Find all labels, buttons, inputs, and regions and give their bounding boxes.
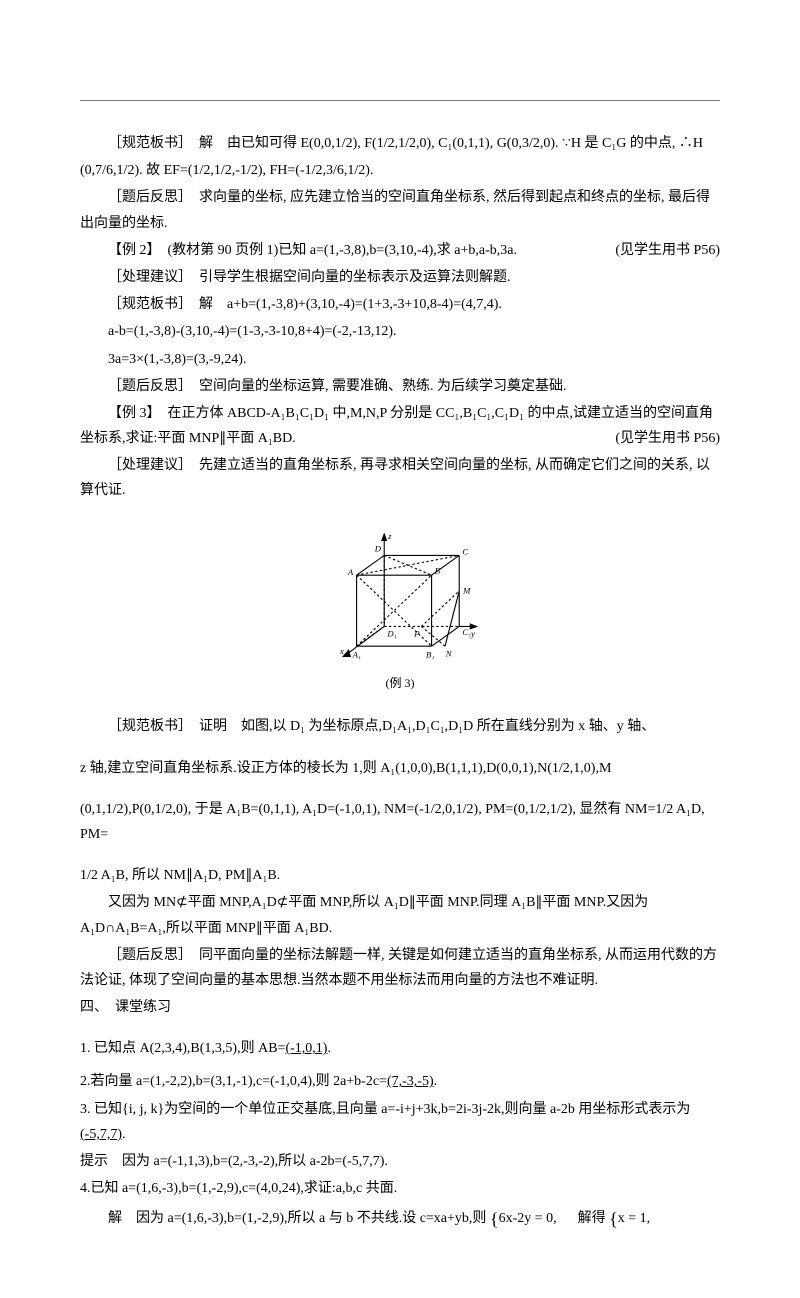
lbl-P: P — [413, 628, 420, 638]
para-2: (0,7/6,1/2). 故 EF=(1/2,1/2,-1/2), FH=(-1… — [80, 158, 720, 183]
q3: 3. 已知{i, j, k}为空间的一个单位正交基底,且向量 a=-i+j+3k… — [80, 1097, 720, 1147]
q2-ans: (7,-3,-5) — [387, 1074, 434, 1089]
para-10: 【例 3】 在正方体 ABCD-A₁B₁C₁D₁ 中,M,N,P 分别是 CC₁… — [80, 401, 720, 451]
para-10-ref: (见学生用书 P56) — [587, 426, 720, 451]
cube-figure: A B C D A₁ B₁ C₁ D₁ M N P x y z — [320, 512, 480, 662]
lbl-D: D — [374, 543, 382, 553]
lbl-D1: D₁ — [386, 628, 396, 638]
para-16: 又因为 MN⊄平面 MNP,A₁D⊄平面 MNP,所以 A₁D∥平面 MNP.同… — [80, 890, 720, 940]
q5: 4.已知 a=(1,6,-3),b=(1,-2,9),c=(4,0,24),求证… — [80, 1176, 720, 1201]
para-4: 【例 2】 (教材第 90 页例 1)已知 a=(1,-3,8),b=(3,10… — [80, 238, 720, 263]
page: ［规范板书］ 解 由已知可得 E(0,0,1/2), F(1/2,1/2,0),… — [0, 0, 800, 1298]
para-5: ［处理建议］ 引导学生根据空间向量的坐标表示及运算法则解题. — [80, 265, 720, 290]
q1-end: . — [327, 1041, 331, 1056]
figure-wrap: A B C D A₁ B₁ C₁ D₁ M N P x y z (例 3) — [80, 512, 720, 695]
para-17: ［题后反思］ 同平面向量的坐标法解题一样, 关键是如何建立适当的直角坐标系, 从… — [80, 943, 720, 993]
para-8: 3a=3×(1,-3,8)=(3,-9,24). — [80, 347, 720, 372]
q1: 1. 已知点 A(2,3,4),B(1,3,5),则 AB=(-1,0,1). — [80, 1036, 720, 1061]
para-4-main: 【例 2】 (教材第 90 页例 1)已知 a=(1,-3,8),b=(3,10… — [108, 243, 517, 258]
lbl-B: B — [435, 565, 441, 575]
para-13: z 轴,建立空间直角坐标系.设正方体的棱长为 1,则 A₁(1,0,0),B(1… — [80, 756, 720, 781]
para-1: ［规范板书］ 解 由已知可得 E(0,0,1/2), F(1/2,1/2,0),… — [80, 131, 720, 156]
para-15: 1/2 A₁B, 所以 NM∥A₁D, PM∥A₁B. — [80, 863, 720, 888]
q2: 2.若向量 a=(1,-2,2),b=(3,1,-1),c=(-1,0,4),则… — [80, 1069, 720, 1094]
lbl-A: A — [347, 567, 354, 577]
para-18: 四、 课堂练习 — [80, 995, 720, 1020]
para-4-ref: (见学生用书 P56) — [587, 238, 720, 263]
q6: 解 因为 a=(1,6,-3),b=(1,-2,9),所以 a 与 b 不共线.… — [80, 1203, 720, 1235]
header-rule — [80, 100, 720, 101]
lbl-z: z — [387, 530, 392, 540]
lbl-y: y — [470, 628, 475, 638]
q6-a: 解 因为 a=(1,6,-3),b=(1,-2,9),所以 a 与 b 不共线.… — [108, 1211, 486, 1226]
para-11: ［处理建议］ 先建立适当的直角坐标系, 再寻求相关空间向量的坐标, 从而确定它们… — [80, 453, 720, 503]
q6-d: x = 1, — [618, 1211, 650, 1226]
q6-b: 6x-2y = 0, — [499, 1211, 557, 1226]
lbl-B1: B₁ — [426, 649, 434, 659]
q3-text: 3. 已知{i, j, k}为空间的一个单位正交基底,且向量 a=-i+j+3k… — [80, 1102, 690, 1117]
q4: 提示 因为 a=(-1,1,3),b=(2,-3,-2),所以 a-2b=(-5… — [80, 1149, 720, 1174]
lbl-A1: A₁ — [352, 649, 361, 659]
para-12: ［规范板书］ 证明 如图,以 D₁ 为坐标原点,D₁A₁,D₁C₁,D₁D 所在… — [80, 714, 720, 739]
q1-ans: (-1,0,1) — [285, 1041, 327, 1056]
q3-end: . — [122, 1127, 126, 1142]
q6-c: 解得 — [578, 1211, 606, 1226]
q2-text: 2.若向量 a=(1,-2,2),b=(3,1,-1),c=(-1,0,4),则… — [80, 1074, 387, 1089]
q1-text: 1. 已知点 A(2,3,4),B(1,3,5),则 AB= — [80, 1041, 285, 1056]
figure-caption: (例 3) — [80, 673, 720, 695]
q3-ans: (-5,7,7) — [80, 1127, 122, 1142]
para-14: (0,1,1/2),P(0,1/2,0), 于是 A₁B=(0,1,1), A₁… — [80, 797, 720, 847]
para-7: a-b=(1,-3,8)-(3,10,-4)=(1-3,-3-10,8+4)=(… — [80, 319, 720, 344]
lbl-C1: C₁ — [462, 627, 471, 637]
q2-end: . — [434, 1074, 438, 1089]
lbl-M: M — [462, 585, 471, 595]
lbl-x: x — [339, 646, 344, 656]
lbl-C: C — [462, 546, 468, 556]
lbl-N: N — [445, 648, 453, 658]
para-3: ［题后反思］ 求向量的坐标, 应先建立恰当的空间直角坐标系, 然后得到起点和终点… — [80, 185, 720, 235]
para-6: ［规范板书］ 解 a+b=(1,-3,8)+(3,10,-4)=(1+3,-3+… — [80, 292, 720, 317]
para-9: ［题后反思］ 空间向量的坐标运算, 需要准确、熟练. 为后续学习奠定基础. — [80, 374, 720, 399]
